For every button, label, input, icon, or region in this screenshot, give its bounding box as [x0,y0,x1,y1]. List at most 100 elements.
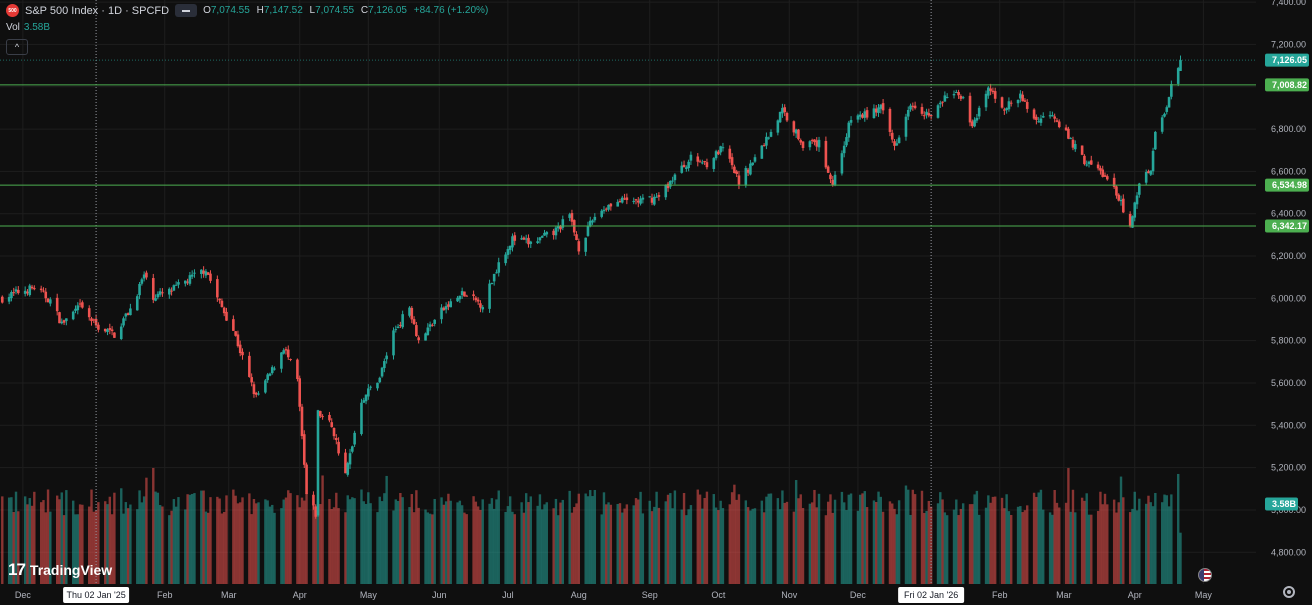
volume-bar [879,496,883,584]
volume-bar [401,497,404,584]
volume-bar [721,508,725,584]
candle-body [1165,107,1169,112]
candle-body [488,283,491,309]
candle-body [151,278,155,300]
candle-body [1041,116,1045,118]
candle-body [634,199,638,201]
candle-body [28,285,32,296]
candle-body [938,102,942,105]
candle-body [607,204,610,210]
candle-body [856,115,860,120]
volume-legend[interactable]: Vol 3.58B [6,22,50,33]
candle-body [1149,170,1153,175]
candle-body [1037,121,1040,123]
volume-bar [957,515,960,584]
tradingview-logo[interactable]: 17 TradingView [8,560,112,580]
volume-bar [712,494,715,584]
volume-bar [236,503,240,584]
candle-body [680,165,684,173]
candle-body [971,121,974,127]
candle-body [936,105,940,118]
volume-bar [172,499,176,584]
volume-bar [104,501,107,584]
candle-body [776,120,780,133]
volume-bar [410,494,414,584]
volume-bar [847,494,850,584]
candle-body [302,434,306,465]
volume-bar [392,510,395,584]
volume-bar [607,502,610,584]
volume-bar [328,498,331,584]
volume-bar [952,509,956,584]
volume-bar [426,512,430,584]
volume-bar [1138,498,1141,584]
volume-bar [1010,514,1013,584]
candle-body [1005,108,1008,111]
candle-body [71,311,75,320]
gear-icon[interactable] [1283,586,1295,598]
candle-body [257,393,260,395]
x-axis-tick-label: Apr [1128,590,1142,600]
candle-body [602,209,606,212]
candle-body [193,272,196,274]
volume-bar [621,512,624,584]
volume-bar [1042,509,1045,584]
chevron-up-icon[interactable]: ^ [6,39,28,55]
volume-bar [239,502,242,584]
last-price-label[interactable]: 7,126.05 [1272,55,1307,65]
level-price-label[interactable]: 6,534.98 [1272,180,1307,190]
candle-body [204,271,208,276]
x-axis-tick-label: Sep [642,590,658,600]
volume-bar [504,511,507,584]
volume-bar [376,512,379,584]
volume-bar [1058,507,1061,584]
level-price-label[interactable]: 6,342.17 [1272,221,1307,231]
level-price-label[interactable]: 7,008.82 [1272,80,1307,90]
candle-body [119,326,123,340]
volume-bar [650,511,654,584]
candle-body [1051,115,1054,117]
candle-body [360,402,363,435]
volume-bar [1005,494,1008,584]
y-axis-tick-label: 6,200.00 [1271,251,1306,261]
candle-body [943,95,947,102]
volume-bar [657,507,661,584]
volume-bar [184,509,187,584]
volume-bar [730,492,734,584]
volume-bar [522,512,526,584]
low-key: L [309,5,316,16]
candle-body [945,96,949,98]
volume-bar [216,496,219,584]
volume-bar [193,493,196,584]
candle-body [1087,161,1091,165]
candle-body [792,121,796,133]
candle-body [973,119,976,127]
symbol-logo-badge[interactable]: 500 [6,4,19,17]
us-flag-icon[interactable] [1198,568,1212,582]
candle-body [460,291,464,296]
candle-body [977,107,981,117]
hide-series-button[interactable] [175,4,198,17]
candle-body [728,148,732,159]
volume-bar [268,506,272,584]
volume-bar [23,496,27,584]
candle-body [769,131,773,137]
candle-body [952,94,956,96]
candle-body [733,166,736,174]
candle-body [280,352,283,369]
volume-bar [1035,496,1038,584]
volume-bar [122,513,125,584]
volume-bar [845,510,848,584]
symbol-title[interactable]: S&P 500 Index · 1D · SPCFD [25,4,170,17]
last-price-label-bg [1265,53,1309,67]
volume-axis-label: 3.58B [1272,499,1297,509]
candle-body [749,163,752,175]
volume-bar [319,504,322,584]
ohlc-values: O7,074.55 H7,147.52 L7,074.55 C7,126.05 … [203,5,492,16]
candle-body [417,337,420,341]
candle-body [909,105,912,110]
x-axis-tick-label: Mar [1056,590,1072,600]
candle-body [543,232,546,236]
volume-bar [618,503,622,584]
